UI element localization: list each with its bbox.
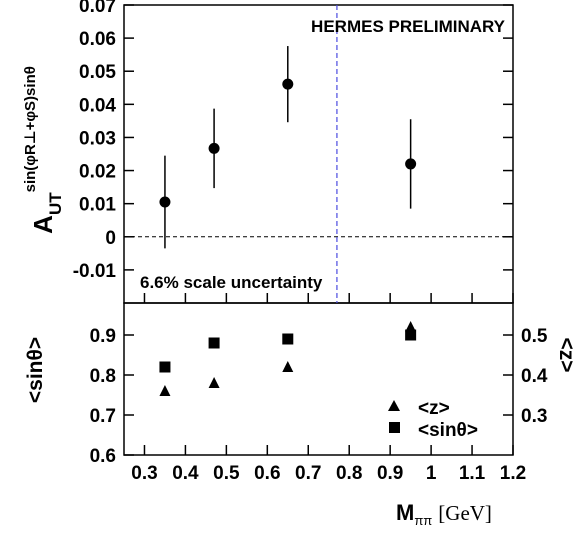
z-marker (405, 321, 417, 332)
z-marker (208, 377, 220, 388)
data-point (208, 142, 220, 154)
top-ylabel-sub: UT (46, 192, 65, 215)
left-y-tick-label: 0.9 (90, 326, 116, 347)
sintheta-marker (405, 329, 417, 341)
top-y-tick-label: 0.03 (79, 128, 116, 149)
left-y-tick-label: 0.7 (90, 406, 116, 427)
top-y-tick-label: 0.01 (79, 195, 116, 216)
legend-label-z: <z> (418, 398, 450, 419)
right-y-tick-label: 0.5 (521, 326, 548, 347)
top-y-tick-label: 0.04 (79, 95, 116, 116)
x-axis-label: Mππ [GeV] (396, 500, 492, 528)
x-tick-label: 0.5 (213, 463, 240, 484)
bottom-left-y-axis-label: <sinθ> (24, 337, 47, 403)
bottom-data-points (159, 321, 417, 396)
x-label-main: M (396, 500, 414, 525)
x-label-unit: [GeV] (438, 501, 492, 525)
legend-triangle-marker (388, 400, 400, 411)
top-y-axis-label: AUT sin(φR⊥+φS)sinθ (22, 66, 65, 234)
legend-label-sintheta: <sinθ> (418, 420, 478, 441)
top-data-points (159, 46, 417, 249)
top-y-tick-label: 0.05 (79, 62, 116, 83)
data-point (282, 78, 294, 90)
x-tick-label: 1.2 (500, 463, 526, 484)
top-y-tick-label: 0 (105, 228, 116, 249)
top-panel-frame (123, 4, 514, 304)
data-point (159, 196, 171, 208)
z-marker (159, 385, 171, 396)
x-tick-label: 0.9 (377, 463, 403, 484)
x-tick-label: 0.4 (172, 463, 199, 484)
x-tick-label: 1 (426, 463, 437, 484)
svg-text:AUTsin(φR⊥+φS)sinθ: AUT sin(φR⊥+φS)sinθ (22, 66, 65, 234)
x-tick-label: 0.3 (131, 463, 157, 484)
top-y-tick-label: 0.02 (79, 162, 116, 183)
z-marker (282, 361, 294, 372)
data-point (405, 158, 417, 170)
x-tick-label: 0.7 (295, 463, 321, 484)
top-reference-lines (124, 5, 513, 303)
bottom-left-y-axis: 0.6 0.7 0.8 0.9 (90, 326, 134, 467)
left-y-tick-label: 0.8 (90, 366, 116, 387)
top-ylabel-sup: sin(φR⊥+φS)sinθ (22, 66, 39, 192)
sintheta-marker (282, 333, 294, 345)
x-tick-label: 0.6 (254, 463, 280, 484)
top-ylabel-main: A (28, 215, 58, 234)
x-axis: 0.3 0.4 0.5 0.6 0.7 0.8 0.9 1 1.1 1.2 (131, 293, 526, 484)
top-annotation-scale: 6.6% scale uncertainty (140, 273, 323, 292)
left-y-tick-label: 0.6 (90, 446, 116, 467)
top-y-axis: -0.01 0 0.01 0.02 0.03 0.04 0.05 0.06 0.07 (73, 0, 513, 282)
bottom-right-y-axis: 0.3 0.4 0.5 (503, 326, 548, 427)
legend: <z> <sinθ> (388, 398, 478, 441)
x-tick-label: 1.1 (459, 463, 486, 484)
top-y-tick-label: 0.07 (79, 0, 116, 17)
top-y-tick-label: -0.01 (73, 261, 117, 282)
right-y-tick-label: 0.3 (521, 406, 547, 427)
legend-square-marker (389, 422, 400, 433)
top-y-tick-label: 0.06 (79, 29, 116, 50)
sintheta-marker (208, 337, 220, 349)
bottom-panel-frame (123, 302, 514, 456)
right-y-tick-label: 0.4 (521, 366, 548, 387)
bottom-right-y-axis-label: <z> (555, 337, 578, 372)
sintheta-marker (159, 361, 171, 373)
top-annotation-hermes: HERMES PRELIMINARY (311, 17, 506, 36)
x-label-sub: ππ (414, 513, 432, 528)
x-tick-label: 0.8 (336, 463, 362, 484)
